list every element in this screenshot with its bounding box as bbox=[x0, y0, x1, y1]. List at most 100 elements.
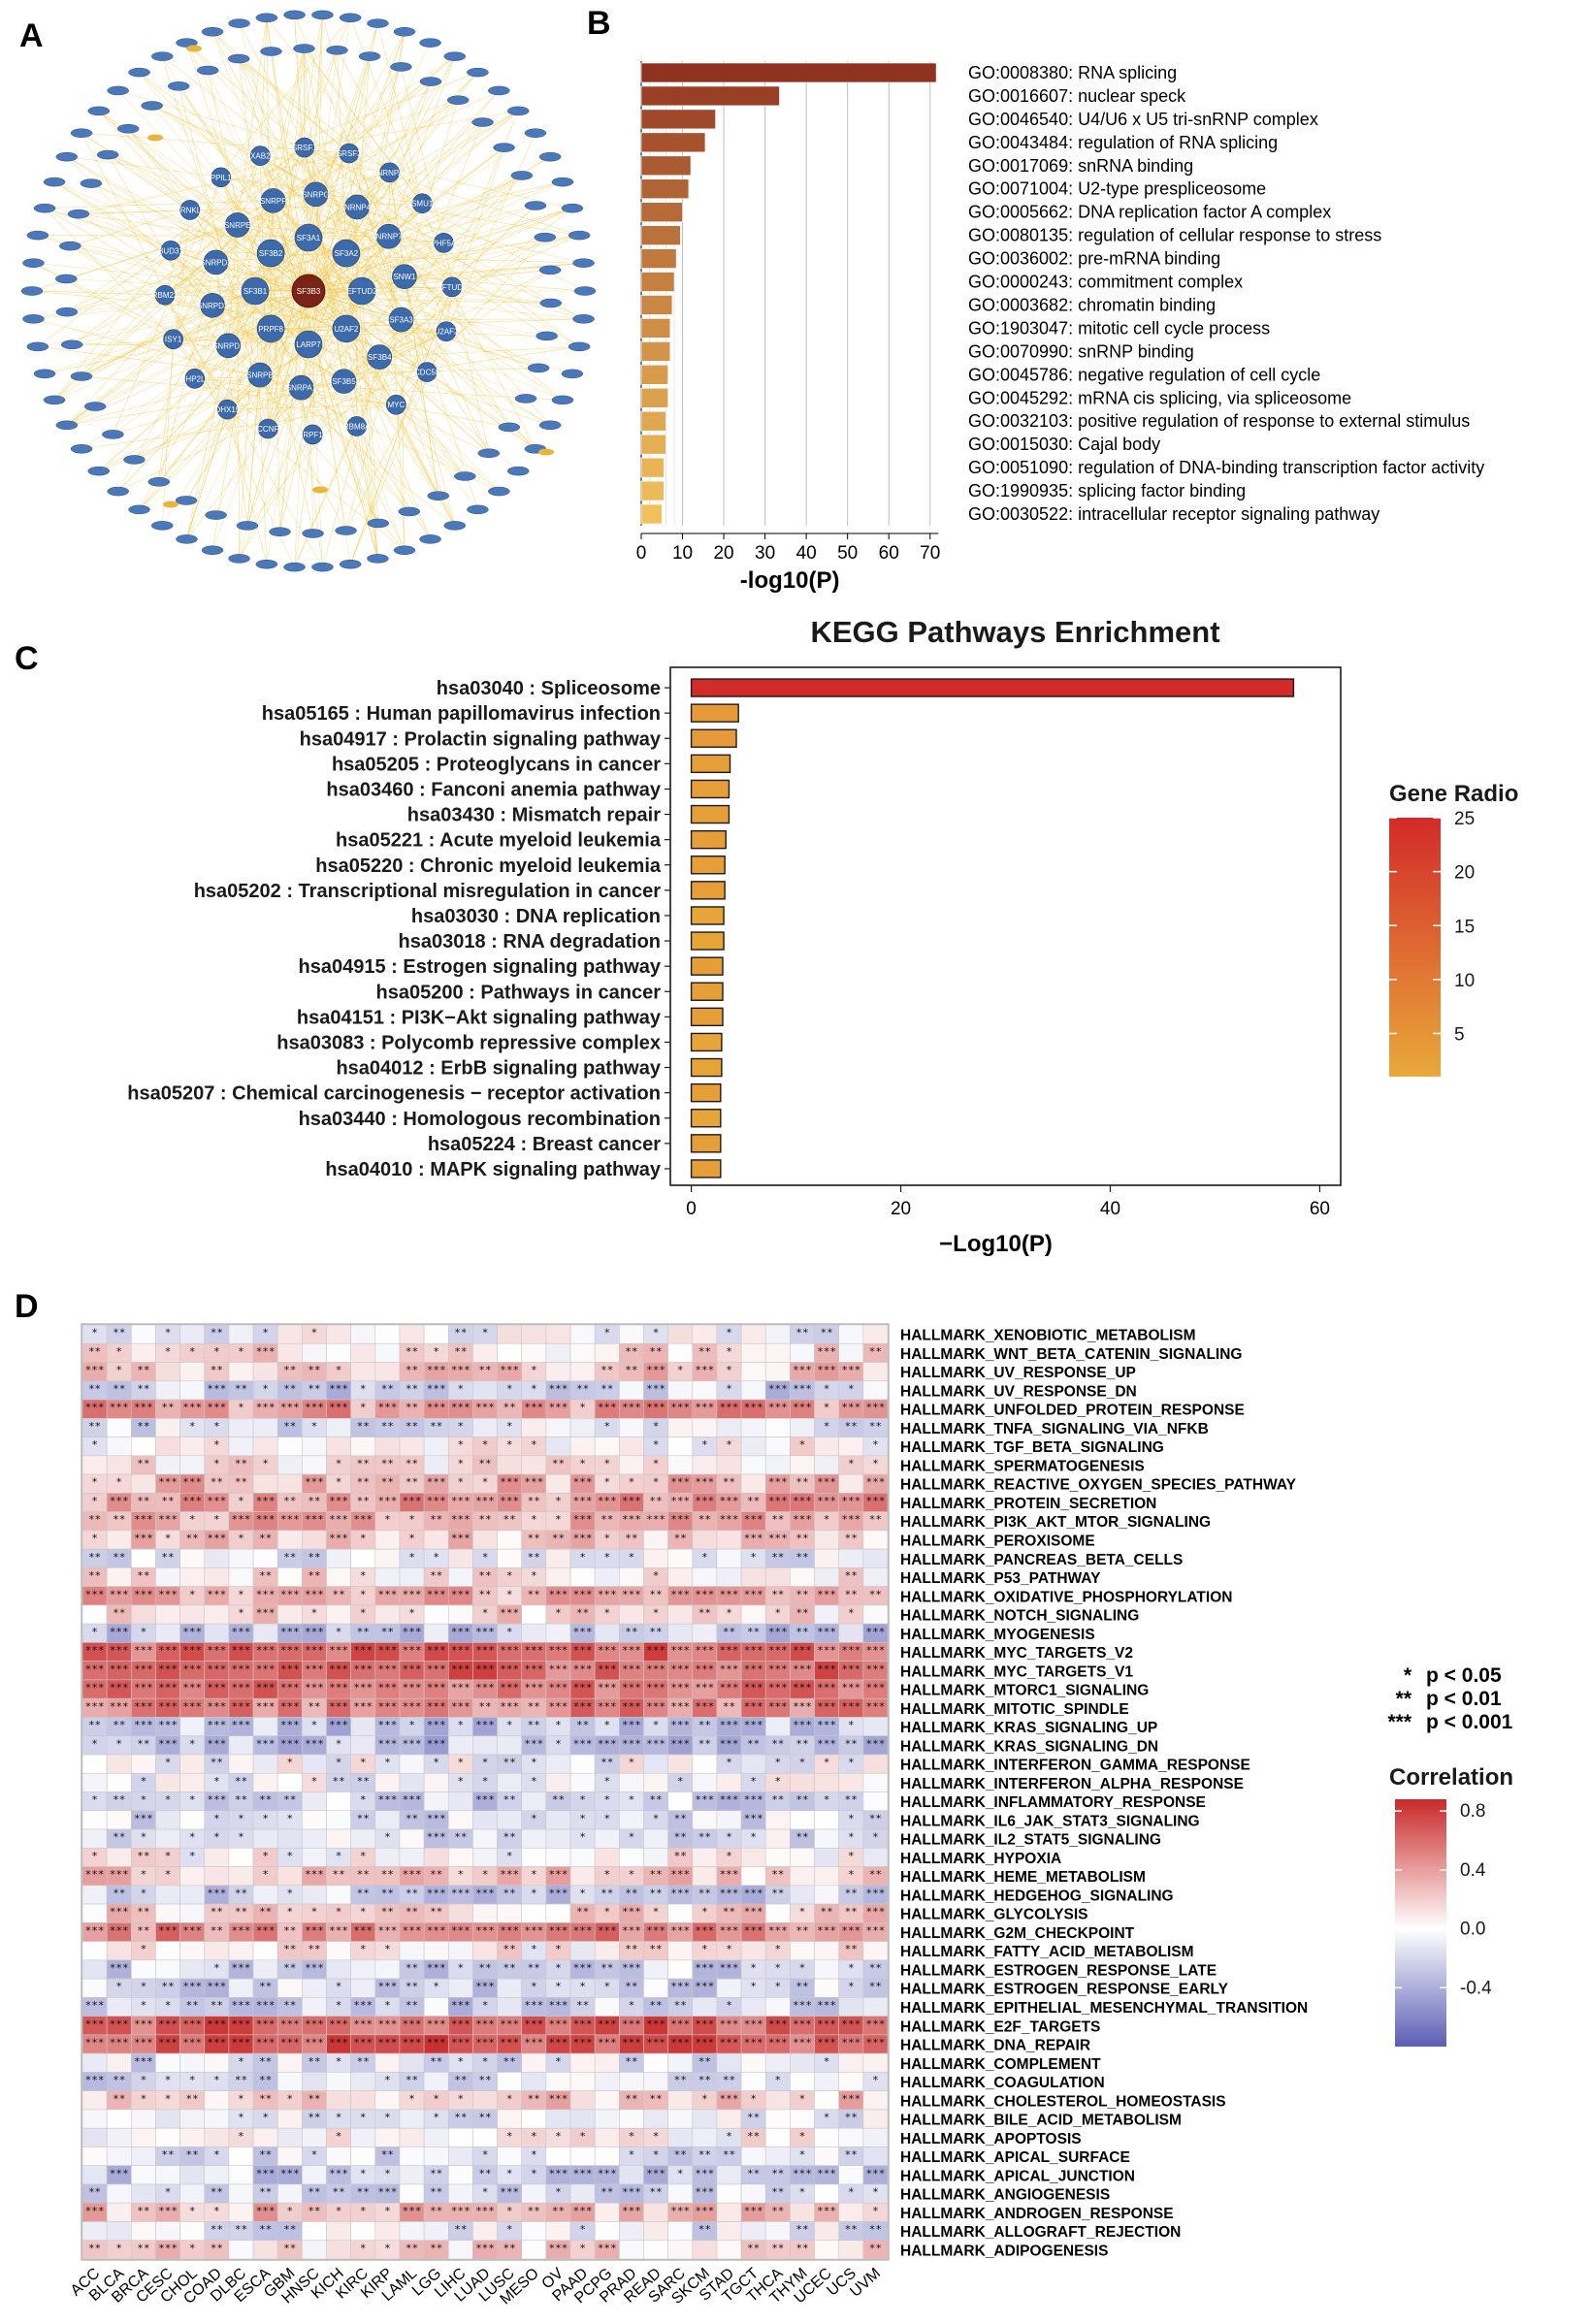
significance-mark: * bbox=[141, 2092, 147, 2105]
heatmap-cell bbox=[374, 1342, 401, 1363]
network-node bbox=[70, 444, 93, 454]
significance-mark: * bbox=[677, 2167, 684, 2179]
heatmap-cell bbox=[497, 1810, 523, 1830]
row-label: HALLMARK_ADIPOGENESIS bbox=[900, 2243, 1108, 2259]
significance-mark: ** bbox=[698, 2148, 711, 2161]
heatmap-cell bbox=[81, 2090, 108, 2111]
significance-mark: *** bbox=[475, 1887, 495, 1899]
network-edge bbox=[268, 371, 428, 430]
heatmap-cell bbox=[814, 1978, 839, 1998]
significance-mark: ** bbox=[406, 1476, 418, 1489]
heatmap-cell bbox=[667, 1623, 694, 1643]
heatmap-cell bbox=[497, 1735, 523, 1756]
significance-mark: *** bbox=[158, 1682, 178, 1695]
significance-mark: ** bbox=[308, 1364, 320, 1376]
network-edge bbox=[207, 70, 309, 292]
network-node bbox=[255, 13, 278, 23]
significance-mark: ** bbox=[649, 1626, 662, 1638]
heatmap-cell bbox=[619, 1567, 644, 1587]
significance-mark: * bbox=[531, 2130, 537, 2143]
heatmap-cell bbox=[423, 1436, 449, 1457]
significance-mark: ** bbox=[747, 1626, 760, 1638]
significance-mark: * bbox=[336, 1364, 342, 1376]
significance-mark: *** bbox=[280, 1719, 300, 1731]
significance-mark: * bbox=[336, 2130, 342, 2143]
heatmap-cell bbox=[228, 1735, 254, 1756]
heatmap-cell bbox=[447, 1903, 473, 1923]
heatmap-cell bbox=[155, 1380, 180, 1401]
significance-mark: * bbox=[482, 1551, 489, 1564]
heatmap-cell bbox=[667, 1380, 694, 1401]
heatmap-cell bbox=[447, 1548, 473, 1568]
significance-mark: ** bbox=[308, 1569, 320, 1582]
network-edge bbox=[173, 339, 309, 345]
significance-mark: * bbox=[458, 1868, 465, 1881]
category-label: GO:0046540: U4/U6 x U5 tri-snRNP complex bbox=[968, 110, 1318, 129]
significance-mark: *** bbox=[500, 1607, 519, 1620]
significance-mark: * bbox=[238, 1607, 244, 1620]
heatmap-cell bbox=[399, 2165, 425, 2185]
significance-mark: * bbox=[91, 1793, 98, 1806]
network-edge bbox=[70, 245, 309, 292]
significance-mark: * bbox=[799, 2186, 806, 2199]
significance-mark: * bbox=[311, 1327, 318, 1340]
network-hub-label: SNRNP70 bbox=[371, 233, 406, 242]
significance-mark: * bbox=[848, 1961, 855, 1974]
legend-tick-label: 15 bbox=[1454, 917, 1475, 937]
row-label: HALLMARK_PEROXISOME bbox=[900, 1533, 1095, 1549]
significance-mark: *** bbox=[622, 2186, 641, 2199]
significance-mark: *** bbox=[451, 1626, 471, 1638]
network-node bbox=[26, 230, 49, 241]
significance-mark: ** bbox=[332, 1868, 344, 1881]
significance-mark: *** bbox=[670, 1719, 690, 1731]
significance-mark: *** bbox=[353, 1999, 373, 2012]
heatmap-cell bbox=[838, 2052, 864, 2073]
significance-mark: ** bbox=[406, 1420, 418, 1433]
significance-mark: * bbox=[91, 1495, 98, 1507]
network-edge bbox=[273, 200, 309, 345]
significance-mark: *** bbox=[549, 1887, 568, 1899]
heatmap-cell bbox=[740, 1342, 766, 1363]
network-hub-node bbox=[294, 223, 323, 252]
row-label: HALLMARK_ESTROGEN_RESPONSE_EARLY bbox=[900, 1982, 1229, 1998]
network-edge bbox=[66, 146, 306, 312]
network-edge bbox=[33, 252, 346, 320]
significance-mark: *** bbox=[817, 1626, 836, 1638]
significance-mark: ** bbox=[357, 1868, 370, 1881]
heatmap-cell bbox=[716, 1567, 742, 1587]
significance-mark: *** bbox=[427, 1812, 446, 1824]
heatmap-cell bbox=[521, 1828, 547, 1849]
significance-mark: ** bbox=[552, 1457, 565, 1469]
significance-mark: * bbox=[384, 2112, 391, 2124]
significance-mark: *** bbox=[427, 1737, 446, 1750]
significance-mark: * bbox=[360, 2242, 367, 2254]
significance-mark: ** bbox=[845, 1906, 858, 1919]
heatmap-cell bbox=[862, 2052, 889, 2073]
significance-mark: ** bbox=[235, 2074, 247, 2086]
category-label: GO:0008380: RNA splicing bbox=[968, 63, 1177, 82]
network-hub-label: BUD31 bbox=[158, 246, 183, 255]
heatmap-cell bbox=[276, 1473, 303, 1494]
heatmap-cell bbox=[276, 1978, 303, 1998]
network-node bbox=[55, 151, 79, 162]
heatmap-cell bbox=[399, 1324, 425, 1344]
significance-mark: * bbox=[677, 1364, 684, 1376]
heatmap-cell bbox=[423, 1791, 449, 1812]
significance-mark: ** bbox=[478, 1588, 491, 1600]
significance-mark: * bbox=[311, 1775, 318, 1788]
network-hub-node bbox=[441, 276, 463, 298]
network-hub-label: SRSF2 bbox=[337, 149, 362, 158]
significance-mark: ** bbox=[747, 1495, 760, 1507]
heatmap-cell bbox=[521, 2072, 547, 2091]
significance-mark: *** bbox=[451, 2037, 471, 2050]
significance-mark: *** bbox=[305, 1868, 324, 1881]
heatmap-cell bbox=[764, 1342, 791, 1363]
significance-mark: ** bbox=[88, 1569, 101, 1582]
significance-mark: ** bbox=[478, 1364, 491, 1376]
significance-mark: * bbox=[115, 2242, 122, 2254]
significance-mark: *** bbox=[768, 1495, 788, 1507]
significance-mark: *** bbox=[670, 2205, 690, 2217]
significance-mark: *** bbox=[158, 2037, 178, 2050]
significance-mark: *** bbox=[720, 1961, 739, 1974]
significance-mark: * bbox=[799, 1961, 806, 1974]
